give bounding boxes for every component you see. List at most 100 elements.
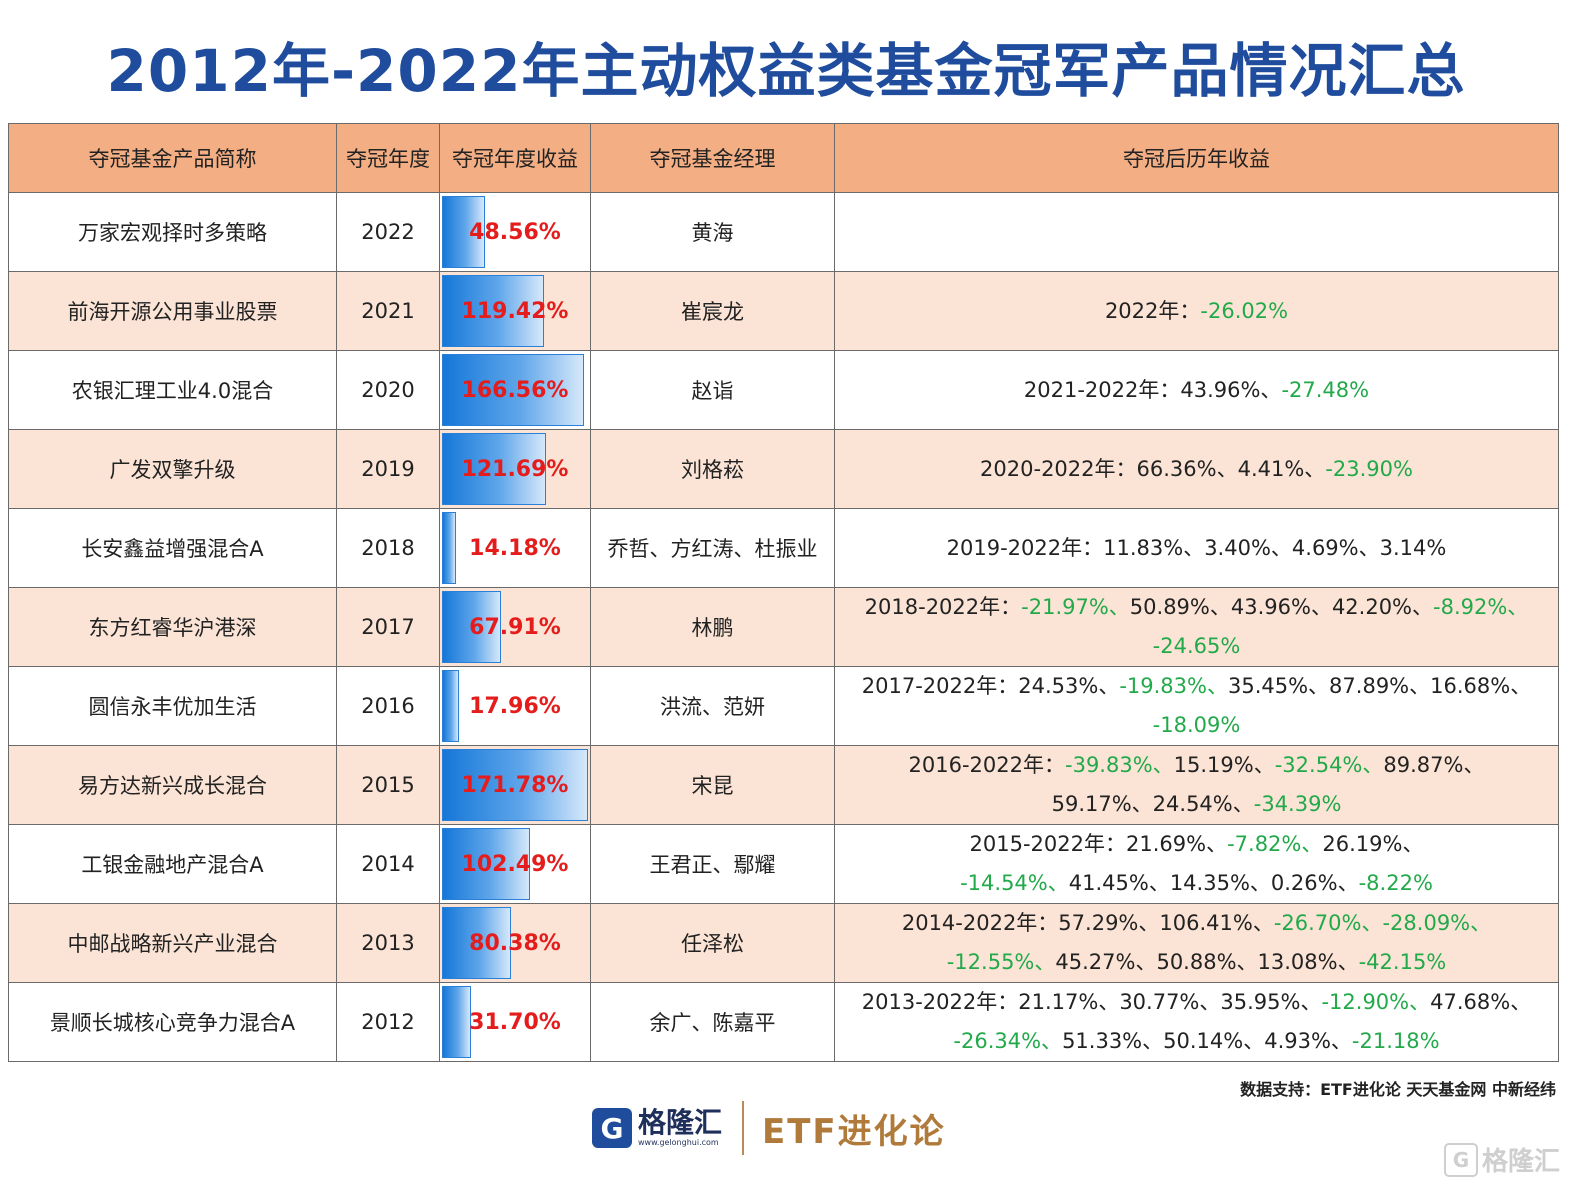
history-text: 47.68%、	[1430, 990, 1532, 1014]
header-win-return: 夺冠年度收益	[439, 123, 591, 193]
history-returns-cell: 2015-2022年：21.69%、-7.82%、26.19%、 -14.54%、…	[834, 824, 1559, 904]
table-row: 景顺长城核心竞争力混合A 2012 31.70% 余广、陈嘉平 2013-2022年：2…	[8, 982, 1559, 1062]
negative-return: -19.83%、	[1119, 674, 1228, 698]
history-line: 2014-2022年：57.29%、106.41%、-26.70%、-28.09…	[836, 905, 1558, 944]
return-value: 102.49%	[461, 851, 569, 877]
return-value: 171.78%	[461, 772, 569, 798]
history-returns-cell: 2017-2022年：24.53%、-19.83%、35.45%、87.89%、…	[834, 666, 1559, 746]
fund-name-cell: 圆信永丰优加生活	[8, 666, 337, 746]
logo-url: www.gelonghui.com	[638, 1138, 719, 1147]
win-return-cell: 166.56%	[439, 350, 591, 430]
history-text: 2013-2022年：21.17%、30.77%、35.95%、	[861, 990, 1322, 1014]
negative-return: -24.65%	[1152, 634, 1241, 658]
win-year-cell: 2022	[336, 192, 440, 272]
manager-cell: 林鹏	[590, 587, 835, 667]
history-line: -18.09%	[836, 706, 1558, 745]
history-returns-cell: 2022年：-26.02%	[834, 271, 1559, 351]
manager-cell: 崔宸龙	[590, 271, 835, 351]
table-row: 易方达新兴成长混合 2015 171.78% 宋昆 2016-2022年：-39.83%…	[8, 745, 1559, 825]
win-year-cell: 2017	[336, 587, 440, 667]
history-text: 2021-2022年：43.96%、	[1023, 377, 1282, 402]
history-text: 26.19%、	[1322, 832, 1424, 856]
table-row: 中邮战略新兴产业混合 2013 80.38% 任泽松 2014-2022年：57.29%…	[8, 903, 1559, 983]
negative-return: -8.92%、	[1433, 595, 1529, 619]
history-text: 89.87%、	[1383, 753, 1485, 777]
return-data-bar	[442, 512, 456, 584]
table-row: 长安鑫益增强混合A 2018 14.18% 乔哲、方红涛、杜振业 2019-2022年：…	[8, 508, 1559, 588]
return-data-bar	[442, 196, 485, 268]
win-year-cell: 2012	[336, 982, 440, 1062]
history-text: 2018-2022年：	[864, 595, 1022, 619]
win-return-cell: 17.96%	[439, 666, 591, 746]
table-row: 广发双擎升级 2019 121.69% 刘格菘 2020-2022年：66.36%、4.…	[8, 429, 1559, 509]
manager-cell: 洪流、范妍	[590, 666, 835, 746]
history-line: 2015-2022年：21.69%、-7.82%、26.19%、	[836, 826, 1558, 865]
history-text: 2022年：	[1104, 298, 1201, 323]
return-value: 80.38%	[469, 930, 561, 956]
footer-branding: G 格隆汇 www.gelonghui.com ETF进化论	[592, 1100, 946, 1156]
manager-cell: 王君正、鄢耀	[590, 824, 835, 904]
negative-return: -26.34%、	[953, 1029, 1063, 1053]
history-returns-cell: 2018-2022年：-21.97%、50.89%、43.96%、42.20%、…	[834, 587, 1559, 667]
history-text: 2020-2022年：66.36%、4.41%、	[980, 456, 1326, 481]
return-value: 48.56%	[469, 219, 561, 245]
header-fund-name: 夺冠基金产品简称	[8, 123, 337, 193]
history-text: 15.19%、	[1173, 753, 1275, 777]
history-returns-cell: 2014-2022年：57.29%、106.41%、-26.70%、-28.09…	[834, 903, 1559, 983]
return-data-bar	[442, 907, 511, 979]
negative-return: -39.83%、	[1065, 753, 1174, 777]
history-text: 2019-2022年：11.83%、3.40%、4.69%、3.14%	[946, 535, 1447, 560]
win-year-cell: 2020	[336, 350, 440, 430]
history-text: 2016-2022年：	[908, 753, 1065, 777]
history-text: 35.45%、87.89%、16.68%、	[1227, 674, 1532, 698]
history-text: 45.27%、50.88%、13.08%、	[1055, 950, 1359, 974]
table-row: 农银汇理工业4.0混合 2020 166.56% 赵诣 2021-2022年：43.96…	[8, 350, 1559, 430]
win-year-cell: 2016	[336, 666, 440, 746]
watermark-text: 格隆汇	[1481, 1147, 1560, 1177]
history-text: 59.17%、24.54%、	[1051, 792, 1254, 816]
watermark: G 格隆汇	[1443, 1141, 1560, 1178]
negative-return: -7.82%、	[1227, 832, 1323, 856]
manager-cell: 黄海	[590, 192, 835, 272]
win-year-cell: 2013	[336, 903, 440, 983]
negative-return: -34.39%	[1253, 792, 1342, 816]
table-body: 万家宏观择时多策略 2022 48.56% 黄海 前海开源公用事业股票 2021 119.4…	[8, 192, 1559, 1062]
fund-name-cell: 景顺长城核心竞争力混合A	[8, 982, 337, 1062]
return-value: 31.70%	[469, 1009, 561, 1035]
watermark-mark: G	[1452, 1147, 1470, 1172]
fund-name-cell: 易方达新兴成长混合	[8, 745, 337, 825]
history-line: -24.65%	[836, 627, 1558, 666]
history-line: 2020-2022年：66.36%、4.41%、-23.90%	[836, 450, 1558, 489]
history-returns-cell: 2019-2022年：11.83%、3.40%、4.69%、3.14%	[834, 508, 1559, 588]
watermark-logo-icon: G	[1443, 1142, 1478, 1177]
logo-name: 格隆汇	[638, 1106, 723, 1139]
negative-return: -23.90%	[1325, 456, 1413, 481]
table-row: 万家宏观择时多策略 2022 48.56% 黄海	[8, 192, 1559, 272]
manager-cell: 任泽松	[590, 903, 835, 983]
history-line: -26.34%、51.33%、50.14%、4.93%、-21.18%	[836, 1022, 1558, 1061]
fund-name-cell: 长安鑫益增强混合A	[8, 508, 337, 588]
table-header-row: 夺冠基金产品简称 夺冠年度 夺冠年度收益 夺冠基金经理 夺冠后历年收益	[8, 123, 1559, 193]
header-manager: 夺冠基金经理	[590, 123, 835, 193]
return-data-bar	[442, 354, 584, 426]
history-line: -14.54%、41.45%、14.35%、0.26%、-8.22%	[836, 864, 1558, 903]
win-return-cell: 121.69%	[439, 429, 591, 509]
history-line: 2016-2022年：-39.83%、15.19%、-32.54%、89.87%…	[836, 747, 1558, 786]
logo-text-block: 格隆汇 www.gelonghui.com	[638, 1108, 722, 1148]
fund-name-cell: 中邮战略新兴产业混合	[8, 903, 337, 983]
negative-return: -21.97%、	[1021, 595, 1130, 619]
logo-mark: G	[600, 1111, 624, 1145]
fund-name-cell: 广发双擎升级	[8, 429, 337, 509]
win-return-cell: 48.56%	[439, 192, 591, 272]
negative-return: -26.02%	[1200, 298, 1289, 323]
history-returns-cell: 2020-2022年：66.36%、4.41%、-23.90%	[834, 429, 1559, 509]
history-line: 59.17%、24.54%、-34.39%	[836, 785, 1558, 824]
history-line: 2021-2022年：43.96%、-27.48%	[836, 371, 1558, 410]
fund-champion-table: 夺冠基金产品简称 夺冠年度 夺冠年度收益 夺冠基金经理 夺冠后历年收益 万家宏观…	[8, 123, 1559, 1062]
table-row: 圆信永丰优加生活 2016 17.96% 洪流、范妍 2017-2022年：24.53%…	[8, 666, 1559, 746]
source-note: 数据支持：ETF进化论 天天基金网 中新经纬	[1240, 1080, 1556, 1099]
history-text: 2014-2022年：57.29%、106.41%、	[901, 911, 1274, 935]
manager-cell: 刘格菘	[590, 429, 835, 509]
negative-return: -8.22%	[1358, 871, 1433, 895]
history-line: 2017-2022年：24.53%、-19.83%、35.45%、87.89%、…	[836, 668, 1558, 707]
